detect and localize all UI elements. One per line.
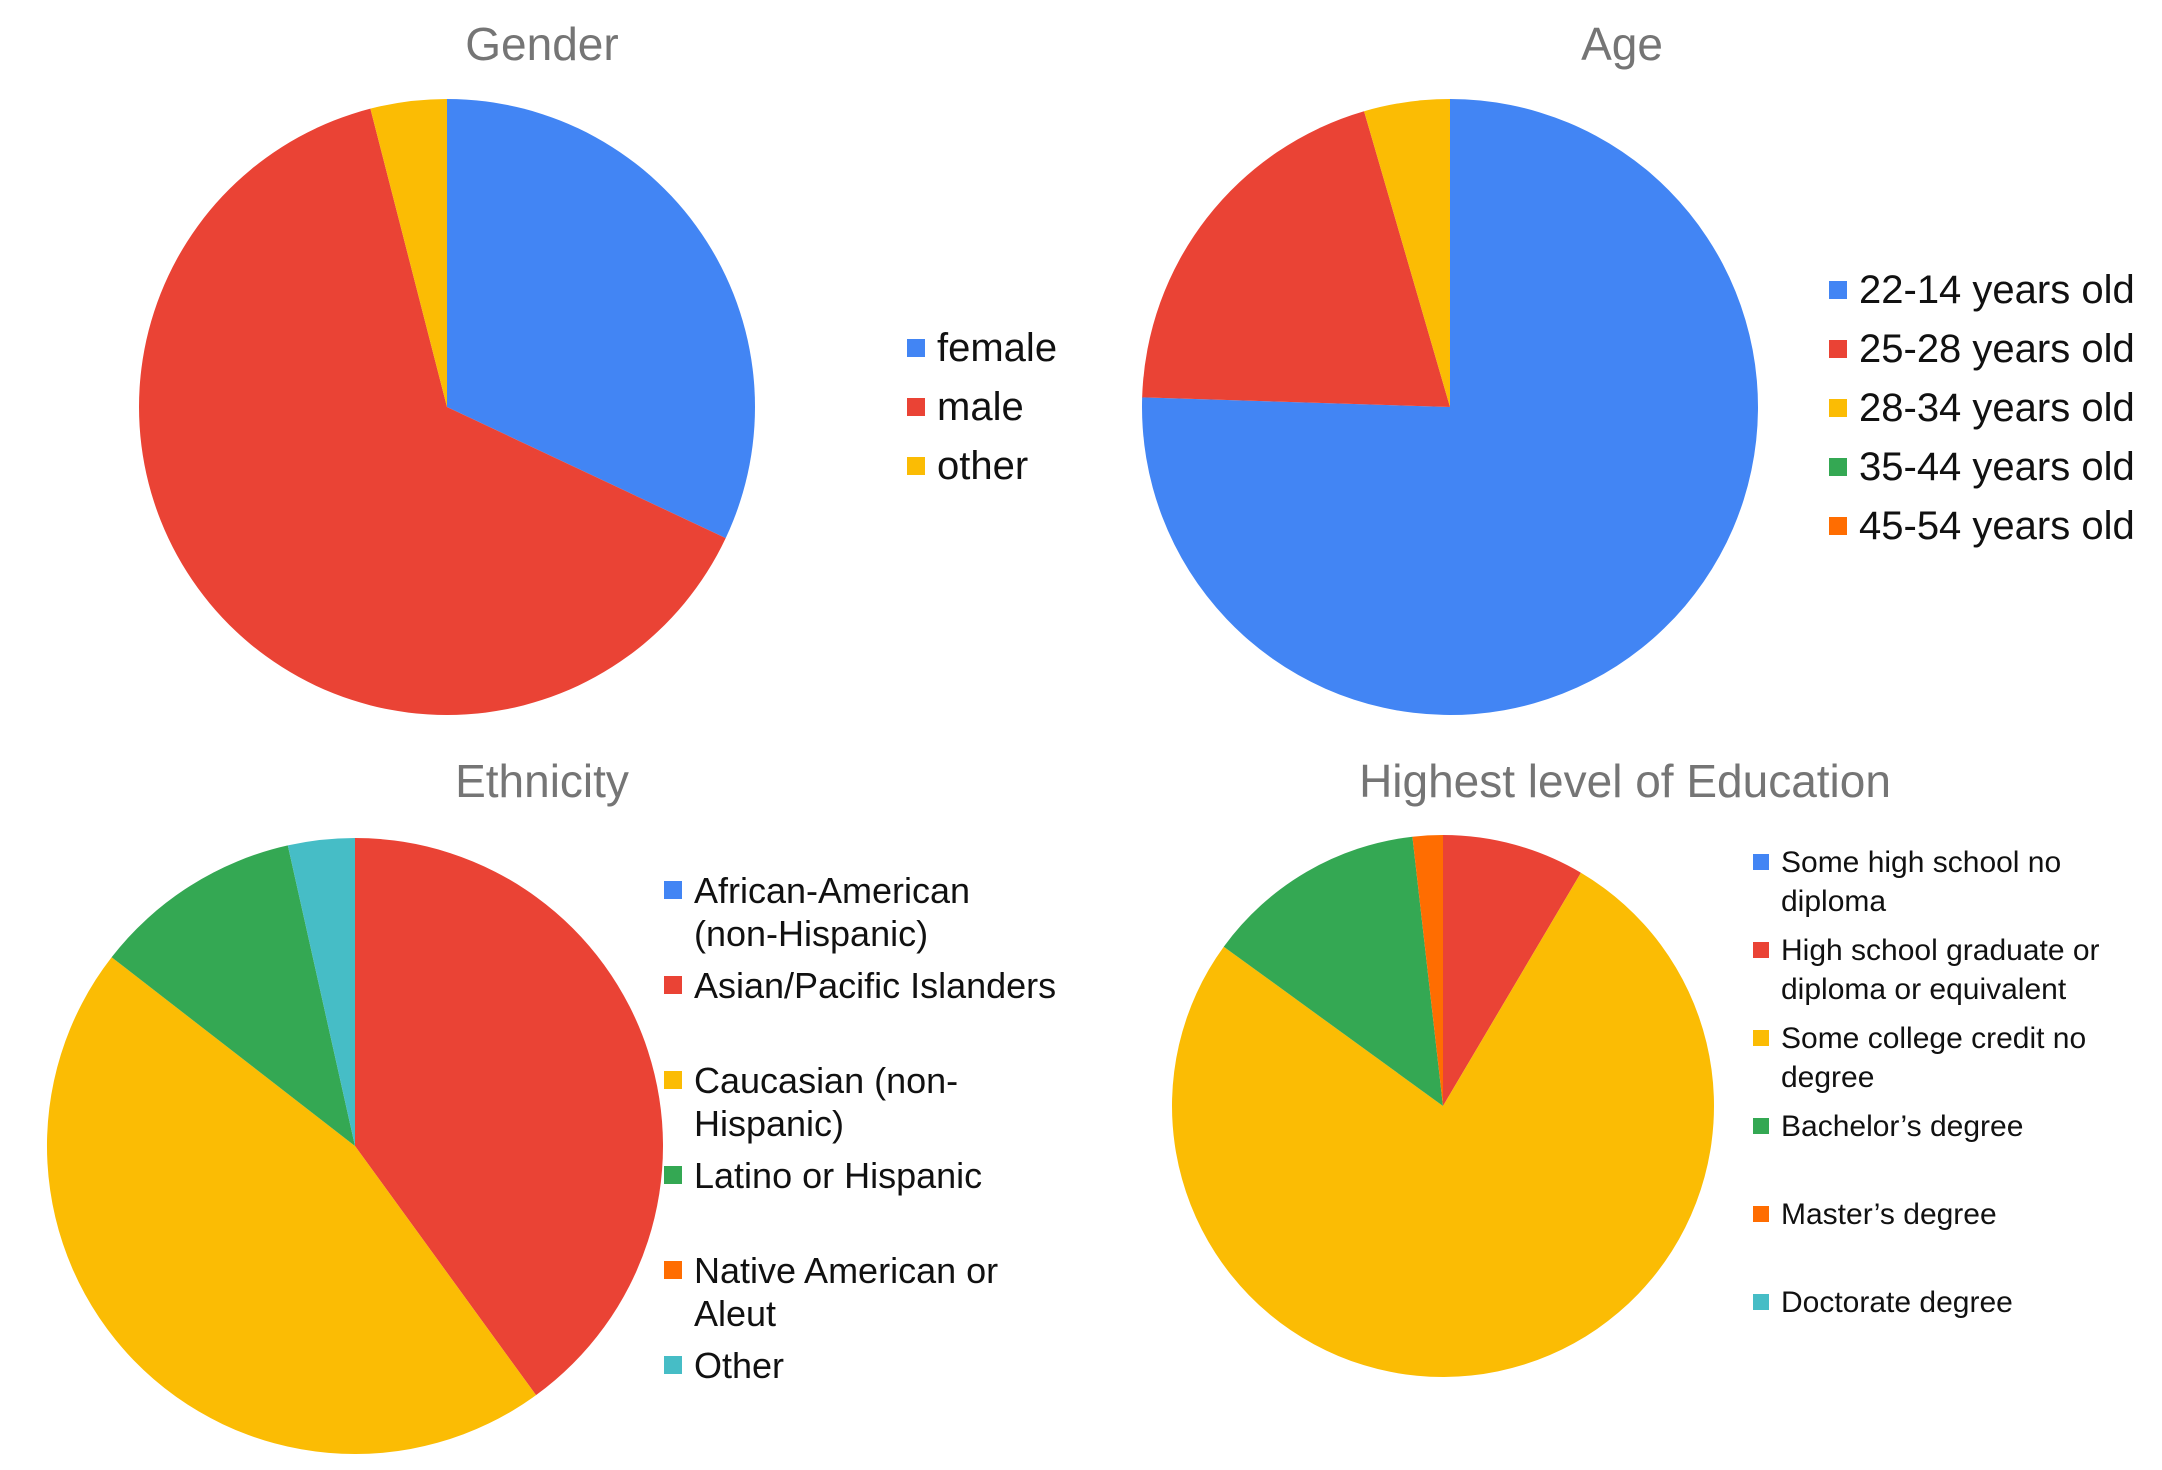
age-chart: Age 22-14 years old 25-28 years old 28-34 … bbox=[1141, 18, 2135, 715]
gender-slice-male bbox=[139, 108, 726, 716]
ethnicity-legend-label: African-American (non-Hispanic) bbox=[694, 870, 970, 954]
education-legend-swatch bbox=[1753, 1206, 1769, 1222]
age-legend-swatch bbox=[1829, 340, 1847, 358]
education-slice-bachelor-s-degree bbox=[1223, 836, 1443, 1106]
gender-legend-item: male bbox=[907, 385, 1024, 429]
age-legend-swatch bbox=[1829, 517, 1847, 535]
age-legend-label: 35-44 years old bbox=[1859, 445, 2135, 489]
ethnicity-legend-swatch bbox=[664, 1166, 682, 1184]
ethnicity-slice-caucasian-non-hispanic bbox=[46, 957, 537, 1455]
ethnicity-legend-swatch bbox=[664, 1071, 682, 1089]
gender-legend-item: other bbox=[907, 444, 1028, 488]
age-slice-25-28-years-old bbox=[1142, 111, 1450, 407]
age-legend-item: 28-34 years old bbox=[1829, 386, 2135, 430]
education-pie bbox=[1172, 835, 1715, 1378]
gender-legend-swatch bbox=[907, 398, 925, 416]
education-legend-item: Master’s degree bbox=[1753, 1198, 1997, 1231]
ethnicity-legend-item: Other bbox=[664, 1345, 784, 1386]
ethnicity-legend-label: Asian/Pacific Islanders bbox=[694, 965, 1056, 1006]
education-legend-label: Master’s degree bbox=[1781, 1198, 1997, 1231]
ethnicity-slice-latino-or-hispanic bbox=[111, 845, 355, 1146]
ethnicity-legend-item: Native American or Aleut bbox=[664, 1250, 998, 1334]
education-legend-swatch bbox=[1753, 1294, 1769, 1310]
age-slice-22-14-years-old bbox=[1141, 99, 1758, 715]
education-legend-item: Some high school no diploma bbox=[1753, 846, 2061, 918]
age-legend-swatch bbox=[1829, 458, 1847, 476]
education-chart: Highest level of Education Some high sch… bbox=[1172, 755, 2100, 1378]
education-legend: Some high school no diploma High school gr… bbox=[1753, 846, 2100, 1319]
gender-legend-item: female bbox=[907, 326, 1057, 370]
ethnicity-legend: African-American (non-Hispanic) Asian/Paci… bbox=[664, 870, 1056, 1386]
ethnicity-chart-title: Ethnicity bbox=[455, 755, 629, 807]
gender-legend-label: female bbox=[937, 326, 1057, 370]
ethnicity-legend-label: Caucasian (non-Hispanic) bbox=[694, 1060, 958, 1144]
age-legend-label: 22-14 years old bbox=[1859, 268, 2135, 312]
age-legend-swatch bbox=[1829, 281, 1847, 299]
age-chart-title: Age bbox=[1581, 18, 1663, 70]
ethnicity-pie bbox=[46, 838, 664, 1455]
age-pie bbox=[1141, 99, 1758, 715]
education-legend-label: Some high school no diploma bbox=[1781, 846, 2061, 918]
education-legend-label: High school graduate or diploma or equiva… bbox=[1781, 934, 2100, 1006]
ethnicity-legend-label: Native American or Aleut bbox=[694, 1250, 998, 1334]
ethnicity-chart: Ethnicity African-American (non-Hispanic)… bbox=[46, 755, 1056, 1455]
education-slice-some-college-credit-no-degree bbox=[1172, 872, 1715, 1378]
gender-chart-title: Gender bbox=[465, 18, 618, 70]
ethnicity-legend-item: Asian/Pacific Islanders bbox=[664, 965, 1056, 1006]
gender-legend-swatch bbox=[907, 339, 925, 357]
education-legend-item: Doctorate degree bbox=[1753, 1286, 2013, 1319]
ethnicity-legend-swatch bbox=[664, 976, 682, 994]
gender-legend-label: other bbox=[937, 444, 1028, 488]
ethnicity-legend-item: Caucasian (non-Hispanic) bbox=[664, 1060, 958, 1144]
age-legend: 22-14 years old 25-28 years old 28-34 year… bbox=[1829, 268, 2135, 548]
age-legend-label: 45-54 years old bbox=[1859, 504, 2135, 548]
education-chart-title: Highest level of Education bbox=[1359, 755, 1891, 807]
education-legend-label: Doctorate degree bbox=[1781, 1286, 2013, 1319]
age-legend-item: 22-14 years old bbox=[1829, 268, 2135, 312]
education-legend-label: Some college credit no degree bbox=[1781, 1022, 2086, 1094]
education-slice-master-s-degree bbox=[1412, 835, 1443, 1106]
ethnicity-legend-swatch bbox=[664, 1356, 682, 1374]
ethnicity-slice-asian-pacific-islanders bbox=[355, 838, 664, 1396]
age-legend-label: 28-34 years old bbox=[1859, 386, 2135, 430]
education-legend-item: High school graduate or diploma or equiva… bbox=[1753, 934, 2100, 1006]
ethnicity-legend-label: Other bbox=[694, 1345, 784, 1386]
education-legend-swatch bbox=[1753, 1118, 1769, 1134]
ethnicity-legend-label: Latino or Hispanic bbox=[694, 1155, 982, 1196]
age-slice-28-34-years-old bbox=[1364, 99, 1450, 407]
ethnicity-legend-swatch bbox=[664, 1261, 682, 1279]
education-legend-swatch bbox=[1753, 942, 1769, 958]
gender-legend-label: male bbox=[937, 385, 1024, 429]
age-legend-item: 25-28 years old bbox=[1829, 327, 2135, 371]
gender-slice-other bbox=[370, 99, 447, 407]
gender-legend: female male other bbox=[907, 326, 1057, 488]
age-legend-swatch bbox=[1829, 399, 1847, 417]
ethnicity-legend-swatch bbox=[664, 881, 682, 899]
gender-legend-swatch bbox=[907, 457, 925, 475]
age-legend-item: 45-54 years old bbox=[1829, 504, 2135, 548]
ethnicity-slice-other bbox=[287, 838, 355, 1146]
age-legend-item: 35-44 years old bbox=[1829, 445, 2135, 489]
education-legend-item: Some college credit no degree bbox=[1753, 1022, 2086, 1094]
ethnicity-legend-item: Latino or Hispanic bbox=[664, 1155, 982, 1196]
age-legend-label: 25-28 years old bbox=[1859, 327, 2135, 371]
education-slice-high-school-graduate-or-diploma-or-equivalent bbox=[1443, 835, 1581, 1106]
gender-slice-female bbox=[447, 99, 756, 539]
education-legend-swatch bbox=[1753, 1030, 1769, 1046]
ethnicity-legend-item: African-American (non-Hispanic) bbox=[664, 870, 970, 954]
education-legend-swatch bbox=[1753, 854, 1769, 870]
gender-pie bbox=[139, 99, 756, 716]
education-legend-label: Bachelor’s degree bbox=[1781, 1110, 2023, 1143]
education-legend-item: Bachelor’s degree bbox=[1753, 1110, 2023, 1143]
gender-chart: Gender female male other bbox=[139, 18, 1057, 716]
